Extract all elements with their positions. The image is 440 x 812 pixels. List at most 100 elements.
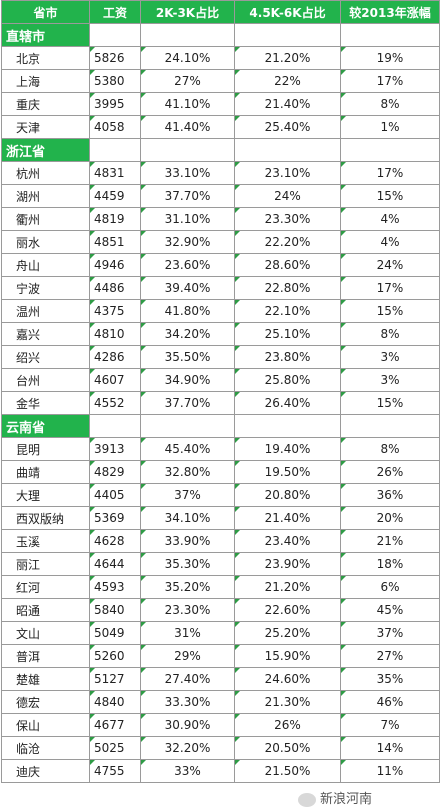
table-row: 衢州 4819 31.10% 23.30% 4% xyxy=(1,207,440,231)
group-empty-cell xyxy=(140,414,235,438)
ratio-4-5k-6k-cell: 20.80% xyxy=(234,483,341,507)
growth-cell: 6% xyxy=(340,575,440,599)
table-row: 大理 4405 37% 20.80% 36% xyxy=(1,483,440,507)
ratio-4-5k-6k-cell: 21.40% xyxy=(234,92,341,116)
ratio-2k-3k-cell: 23.60% xyxy=(140,253,235,277)
city-cell: 保山 xyxy=(1,713,90,737)
city-cell: 杭州 xyxy=(1,161,90,185)
table-row: 金华 4552 37.70% 26.40% 15% xyxy=(1,391,440,415)
growth-cell: 36% xyxy=(340,483,440,507)
table-row: 楚雄 5127 27.40% 24.60% 35% xyxy=(1,667,440,691)
ratio-2k-3k-cell: 32.20% xyxy=(140,736,235,760)
city-cell: 文山 xyxy=(1,621,90,645)
header-2k-3k-ratio: 2K-3K占比 xyxy=(140,0,235,24)
growth-cell: 17% xyxy=(340,69,440,93)
city-cell: 普洱 xyxy=(1,644,90,668)
growth-cell: 4% xyxy=(340,230,440,254)
watermark-text: 新浪河南 xyxy=(320,792,373,807)
city-cell: 上海 xyxy=(1,69,90,93)
ratio-4-5k-6k-cell: 23.80% xyxy=(234,345,341,369)
wage-cell: 3995 xyxy=(89,92,141,116)
table-row: 德宏 4840 33.30% 21.30% 46% xyxy=(1,690,440,714)
group-empty-cell xyxy=(89,414,141,438)
table-row: 杭州 4831 33.10% 23.10% 17% xyxy=(1,161,440,185)
growth-cell: 18% xyxy=(340,552,440,576)
ratio-4-5k-6k-cell: 25.40% xyxy=(234,115,341,139)
ratio-2k-3k-cell: 34.20% xyxy=(140,322,235,346)
salary-table: 省市 工资 2K-3K占比 4.5K-6K占比 较2013年涨幅 直辖市 北京 58… xyxy=(1,0,440,783)
growth-cell: 19% xyxy=(340,46,440,70)
group-empty-cell xyxy=(234,414,341,438)
ratio-4-5k-6k-cell: 19.50% xyxy=(234,460,341,484)
ratio-4-5k-6k-cell: 25.80% xyxy=(234,368,341,392)
group-name: 浙江省 xyxy=(1,138,90,162)
city-cell: 重庆 xyxy=(1,92,90,116)
table-row: 西双版纳 5369 34.10% 21.40% 20% xyxy=(1,506,440,530)
growth-cell: 21% xyxy=(340,529,440,553)
ratio-4-5k-6k-cell: 22.20% xyxy=(234,230,341,254)
ratio-4-5k-6k-cell: 15.90% xyxy=(234,644,341,668)
table-row: 丽水 4851 32.90% 22.20% 4% xyxy=(1,230,440,254)
wage-cell: 4829 xyxy=(89,460,141,484)
ratio-2k-3k-cell: 45.40% xyxy=(140,437,235,461)
ratio-4-5k-6k-cell: 19.40% xyxy=(234,437,341,461)
ratio-2k-3k-cell: 41.40% xyxy=(140,115,235,139)
ratio-4-5k-6k-cell: 20.50% xyxy=(234,736,341,760)
table-row: 上海 5380 27% 22% 17% xyxy=(1,69,440,93)
growth-cell: 15% xyxy=(340,299,440,323)
city-cell: 昭通 xyxy=(1,598,90,622)
growth-cell: 11% xyxy=(340,759,440,783)
weibo-logo-icon xyxy=(298,792,316,807)
wage-cell: 4459 xyxy=(89,184,141,208)
ratio-2k-3k-cell: 33.90% xyxy=(140,529,235,553)
wage-cell: 4486 xyxy=(89,276,141,300)
group-empty-cell xyxy=(340,23,440,47)
ratio-2k-3k-cell: 33.30% xyxy=(140,690,235,714)
growth-cell: 17% xyxy=(340,276,440,300)
table-row: 天津 4058 41.40% 25.40% 1% xyxy=(1,115,440,139)
city-cell: 昆明 xyxy=(1,437,90,461)
wage-cell: 4755 xyxy=(89,759,141,783)
city-cell: 丽水 xyxy=(1,230,90,254)
ratio-4-5k-6k-cell: 24% xyxy=(234,184,341,208)
group-empty-cell xyxy=(340,414,440,438)
ratio-2k-3k-cell: 30.90% xyxy=(140,713,235,737)
growth-cell: 1% xyxy=(340,115,440,139)
table-row: 昆明 3913 45.40% 19.40% 8% xyxy=(1,437,440,461)
growth-cell: 27% xyxy=(340,644,440,668)
ratio-2k-3k-cell: 23.30% xyxy=(140,598,235,622)
ratio-2k-3k-cell: 37% xyxy=(140,483,235,507)
city-cell: 天津 xyxy=(1,115,90,139)
ratio-4-5k-6k-cell: 22.80% xyxy=(234,276,341,300)
table-row: 嘉兴 4810 34.20% 25.10% 8% xyxy=(1,322,440,346)
wage-cell: 4819 xyxy=(89,207,141,231)
wage-cell: 5049 xyxy=(89,621,141,645)
group-empty-cell xyxy=(234,138,341,162)
wage-cell: 5025 xyxy=(89,736,141,760)
group-empty-cell xyxy=(234,23,341,47)
city-cell: 金华 xyxy=(1,391,90,415)
growth-cell: 14% xyxy=(340,736,440,760)
table-row: 临沧 5025 32.20% 20.50% 14% xyxy=(1,736,440,760)
growth-cell: 17% xyxy=(340,161,440,185)
growth-cell: 24% xyxy=(340,253,440,277)
ratio-4-5k-6k-cell: 24.60% xyxy=(234,667,341,691)
city-cell: 温州 xyxy=(1,299,90,323)
wage-cell: 4851 xyxy=(89,230,141,254)
city-cell: 红河 xyxy=(1,575,90,599)
city-cell: 迪庆 xyxy=(1,759,90,783)
table-row: 丽江 4644 35.30% 23.90% 18% xyxy=(1,552,440,576)
group-empty-cell xyxy=(140,23,235,47)
wage-cell: 5127 xyxy=(89,667,141,691)
group-name: 直辖市 xyxy=(1,23,90,47)
growth-cell: 4% xyxy=(340,207,440,231)
growth-cell: 7% xyxy=(340,713,440,737)
table-row: 文山 5049 31% 25.20% 37% xyxy=(1,621,440,645)
ratio-4-5k-6k-cell: 21.40% xyxy=(234,506,341,530)
wage-cell: 4286 xyxy=(89,345,141,369)
wage-cell: 4840 xyxy=(89,690,141,714)
group-empty-cell xyxy=(140,138,235,162)
table-row: 北京 5826 24.10% 21.20% 19% xyxy=(1,46,440,70)
ratio-4-5k-6k-cell: 23.30% xyxy=(234,207,341,231)
wage-cell: 4677 xyxy=(89,713,141,737)
